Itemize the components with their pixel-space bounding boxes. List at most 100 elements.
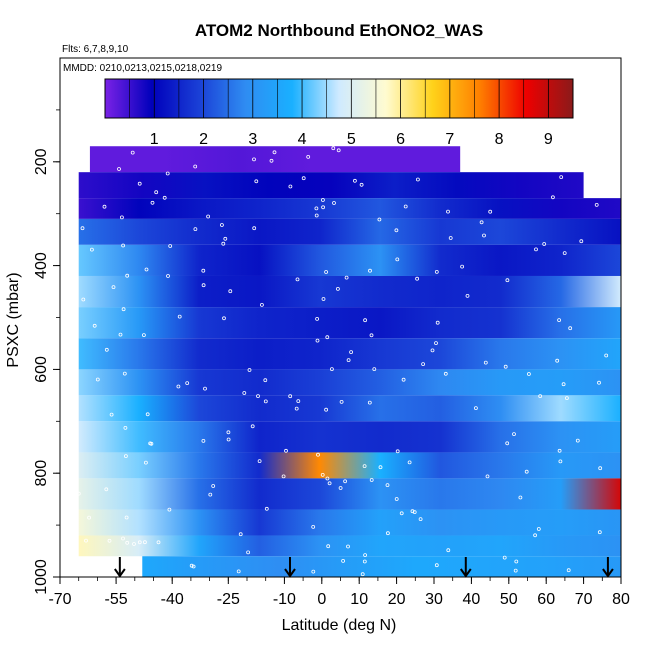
sample-point <box>257 459 262 464</box>
flights-note: Flts: 6,7,8,9,10 <box>62 44 129 55</box>
y-axis-label: PSXC (mbar) <box>5 272 22 367</box>
sample-point <box>223 236 228 241</box>
sample-point <box>259 302 264 307</box>
sample-point <box>324 407 329 412</box>
sample-point <box>168 244 173 248</box>
sample-point <box>597 530 602 535</box>
sample-point <box>407 460 412 465</box>
sample-point <box>410 509 415 514</box>
sample-point <box>111 285 116 290</box>
sample-point <box>415 177 420 182</box>
sample-point <box>269 158 274 163</box>
sample-point <box>562 251 567 256</box>
sample-point <box>604 353 609 358</box>
sample-point <box>482 233 486 238</box>
sample-point <box>221 241 226 246</box>
x-tick-label: 80 <box>612 591 630 608</box>
colorbar-tick-label: 2 <box>199 131 208 148</box>
sample-point <box>321 205 326 210</box>
sample-point <box>542 242 547 246</box>
heat-band <box>78 478 621 510</box>
sample-point <box>505 278 510 283</box>
sample-point <box>246 550 251 555</box>
sample-point <box>395 257 400 262</box>
sample-point <box>236 569 241 574</box>
sample-point <box>594 202 599 207</box>
sample-point <box>503 364 508 369</box>
sample-point <box>226 437 231 442</box>
sample-point <box>418 517 423 521</box>
sample-point <box>311 569 316 574</box>
y-tick-label: 800 <box>33 460 50 487</box>
sample-point <box>315 338 320 343</box>
sample-point <box>191 564 196 569</box>
colorbar-tick-label: 5 <box>347 131 356 148</box>
sample-point <box>165 171 170 176</box>
sample-point <box>598 466 603 471</box>
y-tick-label: 1000 <box>33 559 50 595</box>
sample-point <box>505 441 510 446</box>
sample-point <box>130 150 135 155</box>
heat-band <box>78 338 621 370</box>
x-tick-label: 10 <box>350 591 368 608</box>
colorbar-tick-label: 4 <box>298 131 307 148</box>
sample-point <box>395 449 400 454</box>
y-tick-label: 600 <box>33 356 50 383</box>
sample-point <box>76 491 81 496</box>
sample-point <box>483 360 488 365</box>
sample-point <box>219 223 224 227</box>
sample-point <box>256 394 260 399</box>
sample-point <box>394 228 399 233</box>
sample-point <box>363 318 368 323</box>
sample-point <box>415 276 420 281</box>
sample-point <box>512 432 516 437</box>
heat-band <box>142 556 621 577</box>
sample-point <box>121 536 125 541</box>
sample-point <box>294 406 299 411</box>
sample-point <box>538 394 543 399</box>
sample-point <box>568 326 573 331</box>
sample-point <box>513 568 518 573</box>
sample-point <box>121 243 125 248</box>
sample-point <box>536 527 541 531</box>
sample-point <box>421 362 426 367</box>
sample-point <box>141 333 146 338</box>
sample-point <box>137 181 142 186</box>
sample-point <box>145 412 150 417</box>
heat-band <box>78 218 621 245</box>
sample-point <box>193 164 198 169</box>
sample-point <box>208 492 213 497</box>
sample-point <box>434 563 439 568</box>
sample-point <box>575 438 580 443</box>
colorbar-tick-label: 1 <box>150 131 159 148</box>
sample-point <box>80 226 85 231</box>
heat-band <box>78 535 621 557</box>
sample-point <box>518 495 523 500</box>
sample-point <box>579 239 584 244</box>
sample-point <box>339 399 344 404</box>
sample-point <box>118 332 123 337</box>
sample-point <box>524 469 529 474</box>
sample-point <box>362 559 367 564</box>
sample-point <box>367 400 372 405</box>
sample-point <box>344 275 349 280</box>
sample-point <box>448 236 453 240</box>
sample-points <box>76 146 609 577</box>
sample-point <box>346 544 350 549</box>
sample-point <box>104 347 109 352</box>
sample-point <box>533 533 537 538</box>
sample-point <box>242 391 247 395</box>
sample-point <box>349 350 354 355</box>
sample-point <box>332 201 336 205</box>
x-tick-label: 50 <box>500 591 518 608</box>
sample-point <box>264 506 269 511</box>
sample-point <box>122 371 127 376</box>
sample-point <box>331 146 336 151</box>
sample-point <box>117 167 121 171</box>
x-tick-label: -70 <box>48 591 71 608</box>
sample-point <box>314 206 319 211</box>
sample-point <box>154 190 159 195</box>
sample-point <box>201 283 206 288</box>
sample-point <box>125 273 130 278</box>
sample-point <box>314 213 319 218</box>
